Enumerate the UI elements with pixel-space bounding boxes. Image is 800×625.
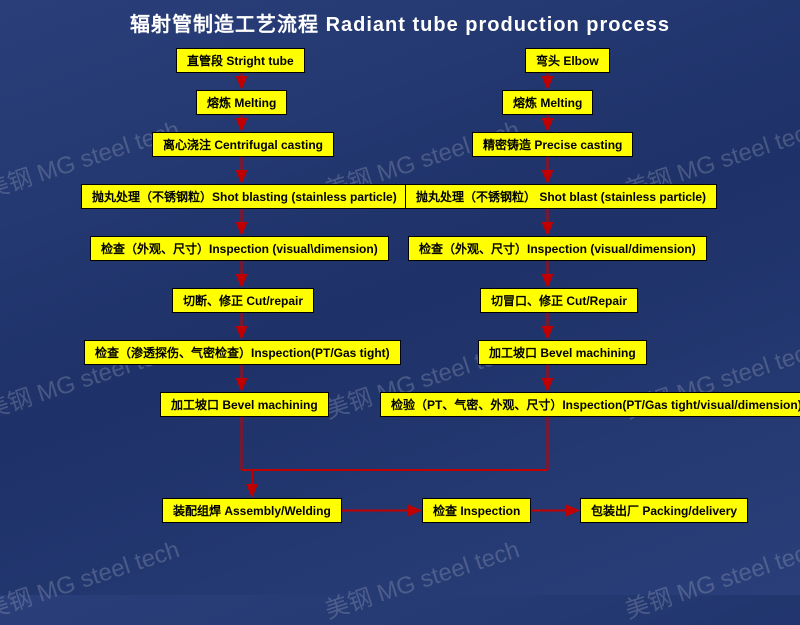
flow-node-r1: 精密铸造 Precise casting xyxy=(472,132,633,157)
flow-node-r4: 切冒口、修正 Cut/Repair xyxy=(480,288,638,313)
watermark: 美钢 MG steel tech xyxy=(320,530,524,625)
flow-node-l2: 抛丸处理（不锈钢粒）Shot blasting (stainless parti… xyxy=(81,184,408,209)
watermark: 美钢 MG steel tech xyxy=(0,530,183,625)
flow-node-l1: 离心浇注 Centrifugal casting xyxy=(152,132,334,157)
flow-node-r0: 熔炼 Melting xyxy=(502,90,593,115)
flow-node-h1: 弯头 Elbow xyxy=(525,48,610,73)
flow-node-l3: 检查（外观、尺寸）Inspection (visual\dimension) xyxy=(90,236,389,261)
flow-node-r6: 检验（PT、气密、外观、尺寸）Inspection(PT/Gas tight/v… xyxy=(380,392,800,417)
flow-node-r3: 检查（外观、尺寸）Inspection (visual/dimension) xyxy=(408,236,707,261)
watermark: 美钢 MG steel tech xyxy=(620,530,800,625)
page-title: 辐射管制造工艺流程 Radiant tube production proces… xyxy=(0,0,800,37)
flow-node-b0: 装配组焊 Assembly/Welding xyxy=(162,498,342,523)
flow-node-l6: 加工坡口 Bevel machining xyxy=(160,392,329,417)
flow-node-l0: 熔炼 Melting xyxy=(196,90,287,115)
flow-node-r5: 加工坡口 Bevel machining xyxy=(478,340,647,365)
flow-node-h0: 直管段 Stright tube xyxy=(176,48,305,73)
flow-node-b1: 检查 Inspection xyxy=(422,498,531,523)
flow-node-r2: 抛丸处理（不锈钢粒） Shot blast (stainless particl… xyxy=(405,184,717,209)
flow-node-b2: 包装出厂 Packing/delivery xyxy=(580,498,748,523)
flow-node-l5: 检查（渗透探伤、气密检查）Inspection(PT/Gas tight) xyxy=(84,340,401,365)
flow-node-l4: 切断、修正 Cut/repair xyxy=(172,288,314,313)
